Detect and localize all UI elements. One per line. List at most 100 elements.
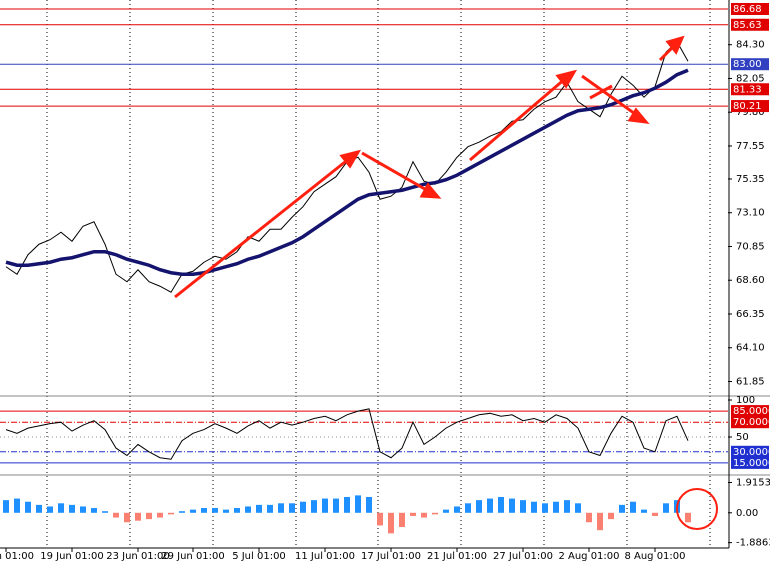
histogram-bar [366,496,372,513]
histogram-bar [80,506,86,513]
x-tick-label: 21 Jul 01:00 [427,551,487,562]
histogram-bar [410,512,416,516]
x-tick-label: 8 Aug 01:00 [624,551,685,562]
x-tick-label: 27 Jul 01:00 [493,551,553,562]
x-tick-label: 2 Aug 01:00 [558,551,619,562]
arrowhead [419,182,442,199]
level-label-box [731,416,769,429]
histogram-bar [256,504,262,513]
arrow [469,76,567,162]
histogram-bar [388,512,394,534]
histogram-bar [608,512,614,520]
plot-layer: 84.30 82.05 79.80 77.55 75.35 73.10 70.85 68.60… [0,3,770,562]
x-tick-label: 23 Jun 01:00 [106,551,170,562]
histogram-bar [542,503,548,513]
histogram-bar [630,501,636,513]
histogram-bar [487,498,493,513]
histogram-bar [498,496,504,513]
histogram-bar [564,500,570,513]
histogram-bar [168,512,174,515]
histogram-bar [179,511,185,513]
histogram-bar [278,503,284,513]
y-tick-label: 82.05 [736,73,765,84]
histogram-bar [399,512,405,528]
histogram-bar [124,512,130,523]
histogram-bar [201,508,207,513]
y-tick-label: 70.85 [736,241,765,252]
histogram-bar [322,498,328,513]
histogram-bar [553,501,559,513]
histogram-bar [300,501,306,513]
vertical-grid [46,0,711,548]
histogram-bar [113,512,119,518]
histogram-bar [377,512,383,526]
level-label: 15.0000 [733,458,770,469]
level-label: 70.0000 [733,417,770,428]
histogram-bar [685,512,691,523]
histogram-bar [421,512,427,518]
histogram-bar [333,498,339,513]
histogram-bar [69,504,75,513]
histogram-bar [597,512,603,531]
level-label-box [731,18,769,31]
histogram-bar [245,506,251,513]
histogram-bar [47,506,53,513]
x-tick-label: 11 Jul 01:00 [295,551,355,562]
histogram-bar [91,508,97,513]
histogram-bar [586,512,592,523]
y-tick-label: 75.35 [736,174,765,185]
histogram-bar [3,500,9,513]
histogram-bar [190,509,196,513]
histogram-bar [575,503,581,513]
histogram-bar [102,511,108,513]
arrowhead [627,107,650,124]
y-tick-label: 73.10 [736,208,765,219]
level-label-box [731,456,769,469]
series-line [5,408,689,460]
series-line [5,68,689,276]
arrowhead [665,35,685,55]
x-tick-label: n 01:00 [0,551,34,562]
histogram-bar [531,501,537,513]
y-tick-label: 66.35 [736,309,765,320]
histogram-bar [58,503,64,513]
x-tick-label: 19 Jun 01:00 [40,551,104,562]
highlight-circle [676,488,718,530]
y-tick-label: 79.80 [736,107,765,118]
arrow [174,156,351,299]
histogram-bar [212,508,218,513]
level-label: 85.63 [733,20,762,31]
histogram-bar [619,504,625,513]
level-label-box [731,405,769,418]
histogram-bar [36,504,42,513]
histogram-bar [267,504,273,513]
histogram-bar [443,509,449,513]
histogram-bar [344,496,350,513]
y-tick-label: 1.9153 [736,478,770,489]
y-tick-label: 61.85 [736,376,765,387]
histogram-bar [157,512,163,518]
histogram-bar [465,503,471,513]
histogram-bar [146,512,152,520]
histogram-bar [509,498,515,513]
histogram-bar [135,512,141,521]
y-tick-label: 68.60 [736,275,765,286]
histogram-bar [223,509,229,513]
level-label-box [731,445,769,458]
level-label: 85.0000 [733,406,770,417]
histogram-bar [454,506,460,513]
x-tick-label: 29 Jun 01:00 [161,551,225,562]
level-label-box [731,100,769,113]
y-tick-label: -1.8863 [736,538,770,549]
level-label: 86.68 [733,4,762,15]
annotations [174,35,718,530]
level-label-box [731,3,769,16]
histogram-bar [663,503,669,513]
histogram-bar [652,512,658,516]
arrow [581,74,639,118]
level-label: 30.0000 [733,447,770,458]
y-tick-label: 50 [736,432,749,443]
arrow [589,84,613,100]
histogram-bar [476,500,482,513]
